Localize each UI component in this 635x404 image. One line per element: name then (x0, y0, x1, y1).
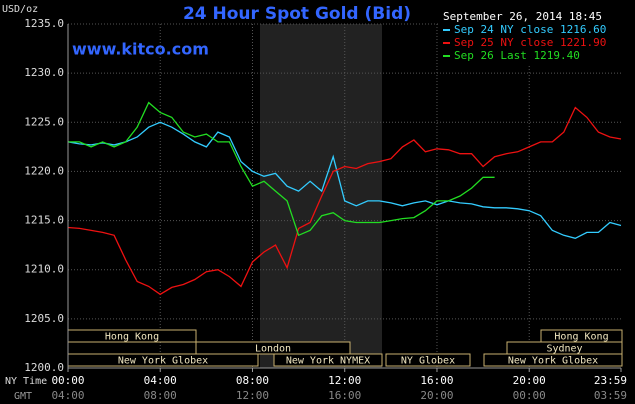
session-label: London (255, 344, 291, 355)
session-box (540, 329, 623, 343)
session-label: New York Globex (118, 356, 208, 367)
series-line (67, 106, 622, 296)
y-tick-label: 1225.0 (24, 115, 64, 128)
session-box (195, 341, 351, 355)
session-label: NY Globex (401, 356, 455, 367)
unit-label: USD/oz (2, 4, 38, 15)
x-tick-label: 04:00 (144, 374, 177, 387)
x2-tick-label: 00:00 (513, 389, 546, 402)
x2-tick-label: 08:00 (144, 389, 177, 402)
website: www.kitco.com (72, 40, 209, 59)
y-tick-label: 1210.0 (24, 263, 64, 276)
legend-box (438, 8, 622, 64)
legend-label: Sep 25 NY close 1221.90 (454, 36, 606, 49)
series-line (67, 121, 622, 239)
x-tick-label: 00:00 (51, 374, 84, 387)
x2-tick-label: 20:00 (420, 389, 453, 402)
y-tick-label: 1205.0 (24, 312, 64, 325)
session-label: Sydney (546, 344, 582, 355)
x-tick-label: 12:00 (328, 374, 361, 387)
series-line (68, 101, 495, 237)
session-label: Hong Kong (554, 332, 608, 343)
x2-tick-label: 04:00 (51, 389, 84, 402)
x-tick-label: 16:00 (420, 374, 453, 387)
chart-title: 24 Hour Spot Gold (Bid) (183, 4, 411, 24)
session-label: New York Globex (508, 356, 598, 367)
sessions: Hong Kong London New York Globex New York N… (67, 329, 623, 367)
x2-tick-label: 12:00 (236, 389, 269, 402)
y-tick-label: 1200.0 (24, 361, 64, 374)
y-tick-label: 1220.0 (24, 164, 64, 177)
legend-label: Sep 26 Last 1219.40 (454, 49, 580, 62)
legend-label: Sep 24 NY close 1216.60 (454, 23, 606, 36)
x-axis-label: NY Time (5, 376, 47, 387)
y-tick-label: 1215.0 (24, 214, 64, 227)
y-tick-label: 1230.0 (24, 66, 64, 79)
session-label: New York NYMEX (286, 356, 370, 367)
session-box (273, 353, 383, 367)
x2-tick-label: 16:00 (328, 389, 361, 402)
y-tick-label: 1235.0 (24, 17, 64, 30)
session-label: Hong Kong (105, 332, 159, 343)
x-tick-label: 23:59 (594, 374, 627, 387)
lines (67, 101, 622, 296)
session-box (385, 353, 471, 367)
x2-axis-label: GMT (14, 391, 32, 402)
timestamp: September 26, 2014 18:45 (443, 10, 602, 23)
x-tick-label: 20:00 (513, 374, 546, 387)
x2-tick-label: 03:59 (594, 389, 627, 402)
x-tick-label: 08:00 (236, 374, 269, 387)
